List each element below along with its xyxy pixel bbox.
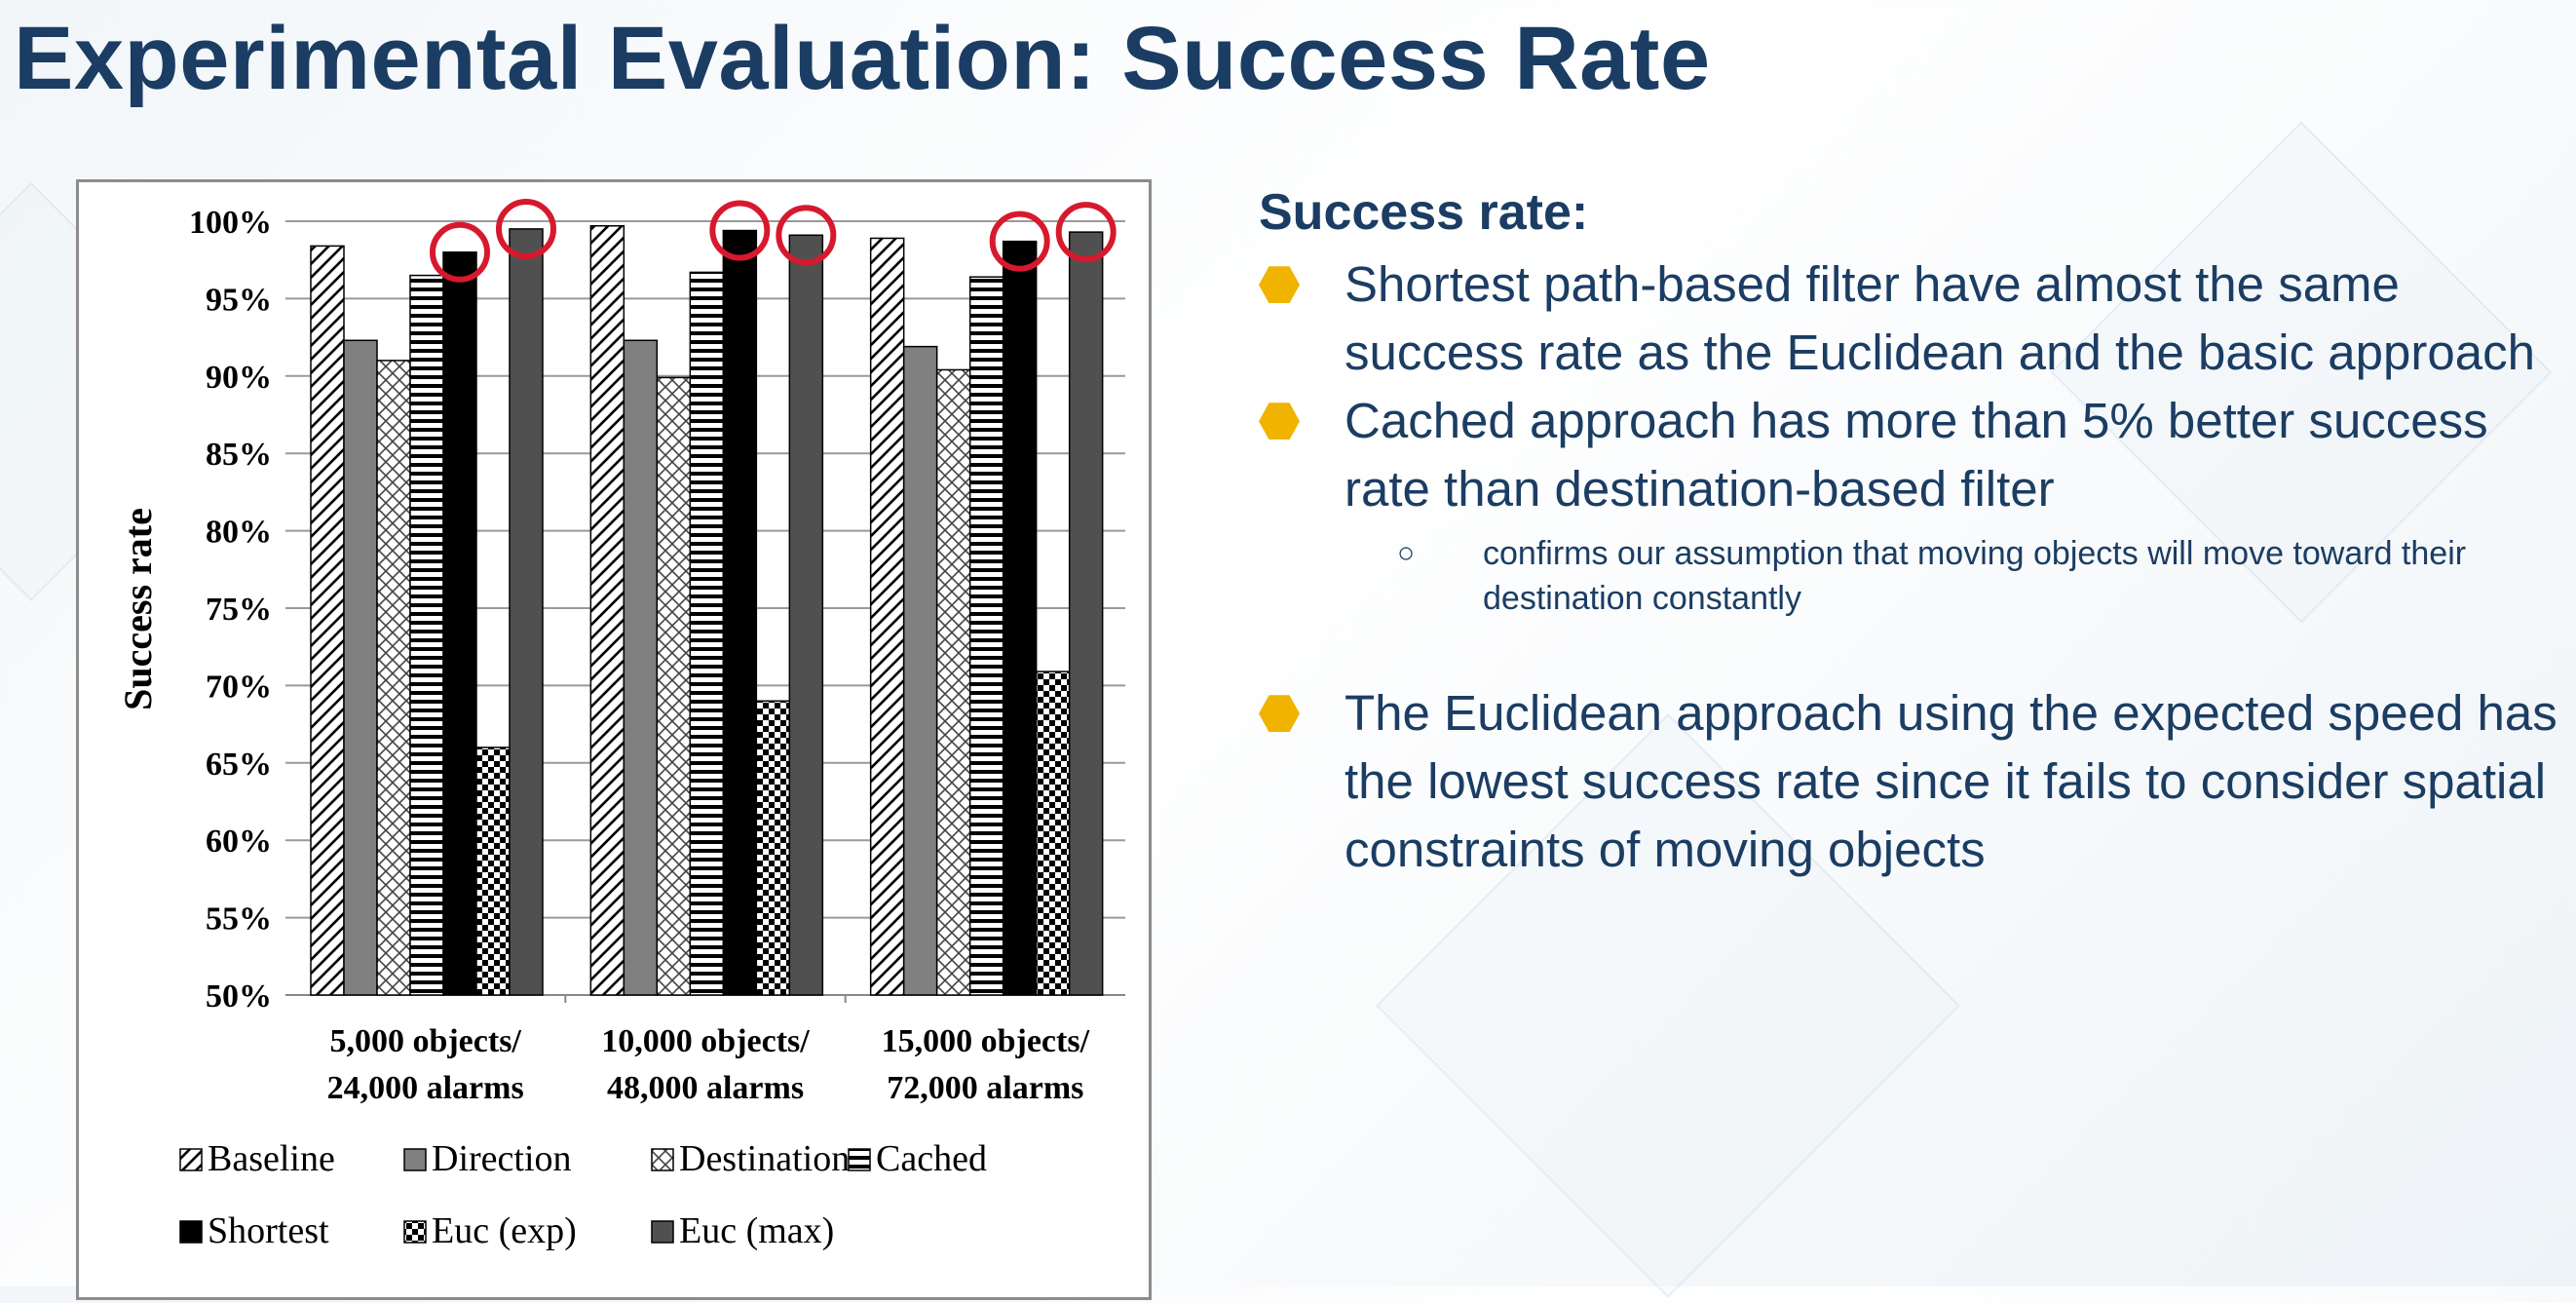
hexagon-bullet-icon (1259, 266, 1300, 304)
bar-direction (343, 339, 378, 996)
y-tick-label: 90% (206, 360, 272, 396)
bullet-text: Cached approach has more than 5% better … (1345, 393, 2488, 517)
sub-bullet-item: ○ confirms our assumption that moving obj… (1259, 531, 2564, 621)
bar-baseline (589, 225, 625, 996)
highlight-circle (709, 200, 771, 261)
highlight-circle (496, 198, 556, 259)
circle-bullet-icon: ○ (1397, 537, 1416, 570)
legend-label: Shortest (208, 1210, 329, 1251)
bullet-list: Shortest path-based filter have almost t… (1259, 250, 2564, 884)
bar-baseline (310, 245, 345, 996)
bar-shortest (442, 251, 477, 996)
legend-swatch (403, 1148, 427, 1171)
bullet-panel: Success rate: Shortest path-based filter… (1259, 184, 2564, 884)
hexagon-bullet-icon (1259, 402, 1300, 441)
y-tick-label: 85% (206, 437, 272, 473)
bar-euc-max- (788, 234, 824, 996)
legend-swatch (651, 1148, 674, 1171)
legend-label: Euc (max) (679, 1210, 834, 1251)
chart-panel: Success rate 50% 55% 60% 65% 70% 75% 80% 85% 90%… (76, 179, 1152, 1300)
highlight-circle (776, 205, 837, 266)
y-tick-label: 65% (206, 747, 272, 783)
highlight-circle (430, 221, 490, 283)
x-category-label: 5,000 objects/ (329, 1023, 521, 1059)
x-category-label: 24,000 alarms (327, 1070, 524, 1106)
sub-bullet-text: confirms our assumption that moving obje… (1483, 535, 2467, 618)
legend-swatch (848, 1148, 871, 1171)
bar-baseline (869, 237, 905, 996)
legend-label: Destination (679, 1138, 850, 1179)
legend-swatch (651, 1220, 674, 1244)
bar-direction (902, 345, 938, 996)
x-category-label: 48,000 alarms (607, 1070, 804, 1106)
x-category-label: 72,000 alarms (887, 1070, 1083, 1106)
bullet-item: The Euclidean approach using the expecte… (1259, 679, 2564, 884)
y-tick-label: 100% (189, 205, 272, 241)
highlight-circle (989, 211, 1050, 272)
bar-destination (935, 368, 971, 996)
legend-swatch (403, 1220, 427, 1244)
bullets-heading: Success rate: (1259, 184, 1589, 241)
y-tick-label: 95% (206, 282, 272, 318)
legend-swatch (179, 1220, 203, 1244)
hexagon-bullet-icon (1259, 695, 1300, 733)
bar-cached (968, 276, 1004, 996)
success-rate-chart: Success rate 50% 55% 60% 65% 70% 75% 80% 85% 90%… (116, 198, 1125, 1251)
y-tick-label: 60% (206, 824, 272, 860)
x-category-label: 10,000 objects/ (601, 1023, 810, 1059)
x-category-label: 15,000 objects/ (882, 1023, 1090, 1059)
bar-destination (656, 376, 692, 996)
bullet-text: The Euclidean approach using the expecte… (1345, 685, 2557, 878)
y-tick-label: 80% (206, 515, 272, 551)
bar-cached (689, 271, 725, 996)
bar-euc-exp- (755, 700, 791, 996)
legend-label: Baseline (208, 1138, 335, 1179)
bullet-item: Cached approach has more than 5% better … (1259, 387, 2564, 523)
bar-euc-exp- (475, 747, 511, 996)
bar-euc-max- (509, 228, 544, 996)
legend-swatch (179, 1148, 203, 1171)
y-tick-label: 75% (206, 592, 272, 628)
bar-shortest (722, 229, 758, 996)
bar-direction (623, 339, 659, 996)
slide-title: Experimental Evaluation: Success Rate (14, 9, 1711, 108)
bar-cached (409, 274, 444, 996)
legend-label: Euc (exp) (432, 1210, 577, 1251)
y-tick-label: 55% (206, 901, 272, 938)
bar-euc-max- (1068, 231, 1104, 996)
bullet-item: Shortest path-based filter have almost t… (1259, 250, 2564, 387)
bullet-text: Shortest path-based filter have almost t… (1345, 256, 2535, 381)
bar-shortest (1002, 240, 1038, 996)
y-tick-label: 70% (206, 669, 272, 705)
y-axis-label: Success rate (116, 508, 160, 710)
y-tick-label: 50% (206, 978, 272, 1015)
legend-label: Direction (432, 1138, 572, 1179)
bar-destination (376, 360, 411, 996)
bullet-spacer (1259, 621, 2564, 679)
highlight-circle (1055, 202, 1117, 263)
legend-label: Cached (876, 1138, 987, 1179)
bar-euc-exp- (1035, 671, 1071, 996)
